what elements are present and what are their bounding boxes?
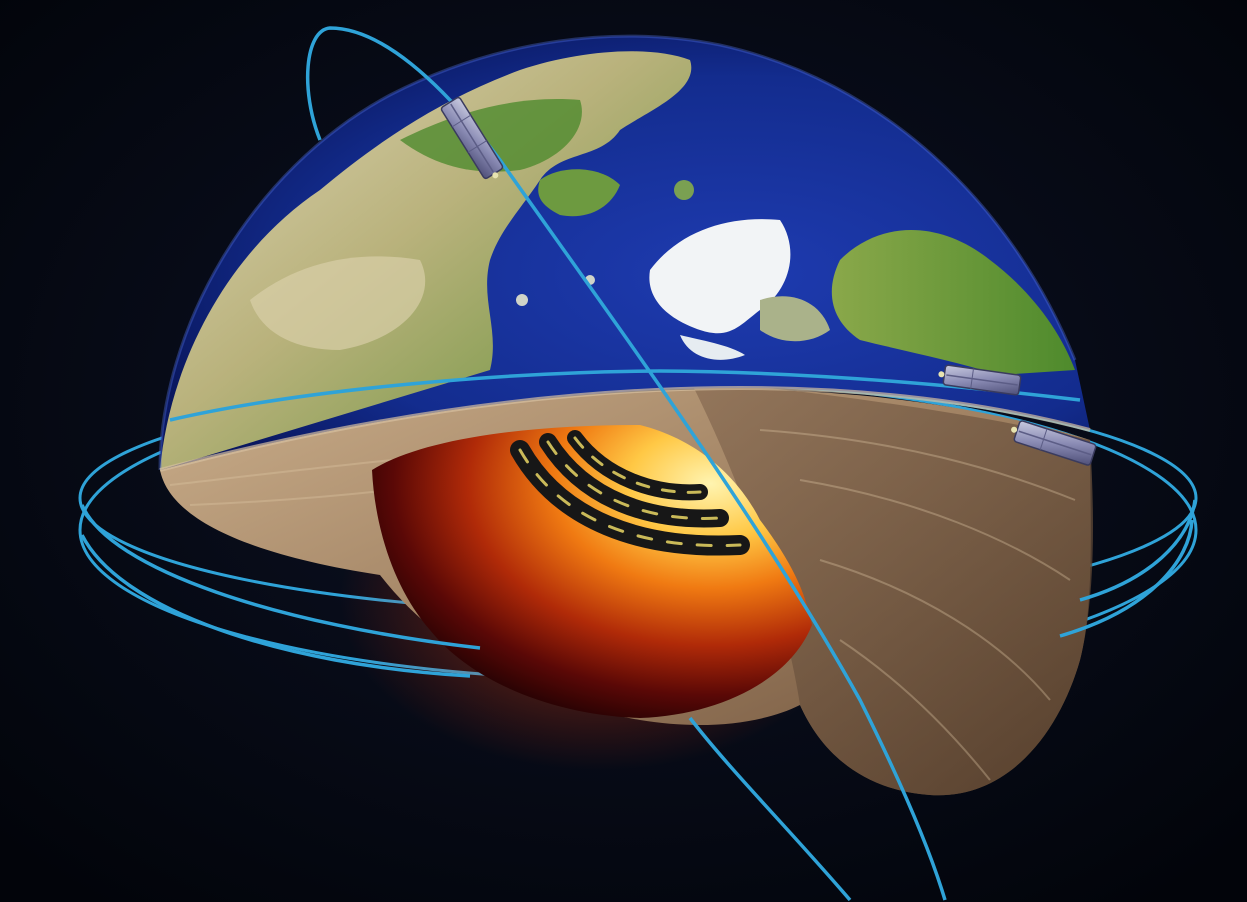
polar-orbit-icon bbox=[305, 26, 947, 902]
satellite-icon bbox=[1011, 420, 1097, 466]
mantle-shadow-side bbox=[690, 380, 1093, 796]
landmass-asia bbox=[160, 51, 692, 470]
jet-stream-icon bbox=[510, 430, 750, 556]
satellite-icon bbox=[938, 364, 1022, 396]
cut-surface-rim bbox=[159, 386, 1091, 472]
earth-dome bbox=[158, 34, 1090, 471]
satellite-icon bbox=[440, 96, 504, 180]
landmass-greenland bbox=[649, 219, 791, 334]
landmass-europe bbox=[831, 230, 1075, 375]
